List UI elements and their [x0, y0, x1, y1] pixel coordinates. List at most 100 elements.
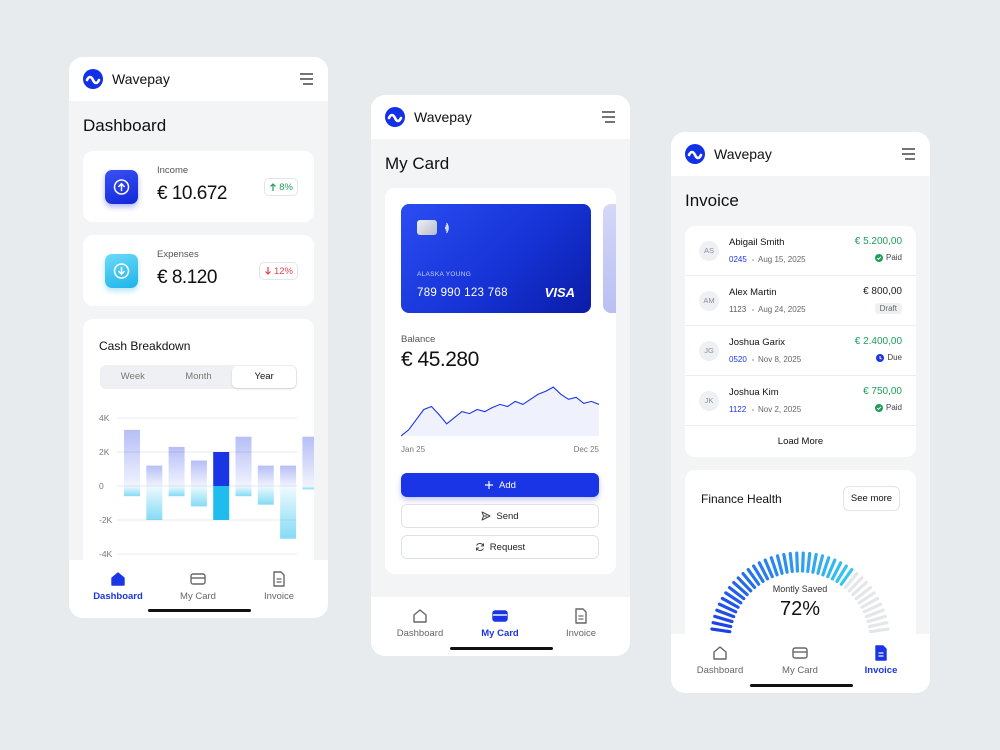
invoice-row[interactable]: AS Abigail Smith 0245 Aug 15, 2025 € 5.200,0…: [685, 226, 916, 276]
home-indicator: [450, 647, 553, 650]
nav-icon[interactable]: [791, 644, 809, 662]
gauge-segment: [752, 564, 765, 583]
nav-label[interactable]: My Card: [180, 591, 216, 602]
gauge-track: [854, 586, 873, 601]
invoice-amount: € 800,00: [863, 286, 902, 297]
nav-label[interactable]: Dashboard: [93, 591, 143, 602]
load-more-button[interactable]: Load More: [777, 436, 824, 447]
bar: [302, 486, 314, 490]
gauge-segment: [736, 576, 753, 593]
arrow: [265, 267, 271, 275]
gauge-segment: [826, 558, 837, 579]
bar: [146, 465, 163, 486]
y-tick-label: 0: [99, 481, 104, 491]
expenses-label: Expenses: [157, 249, 199, 260]
invoice-row[interactable]: AM Alex Martin 1123 Aug 24, 2025 € 800,00 Dra…: [685, 276, 916, 326]
gauge-segment: [835, 564, 848, 583]
button-label: Add: [499, 479, 516, 491]
button-icon: [485, 481, 494, 489]
header: [69, 57, 328, 101]
gauge-segment: [746, 568, 761, 586]
action-button[interactable]: Send: [401, 504, 599, 528]
gauge-segment: [713, 614, 734, 624]
nav-icon[interactable]: [572, 607, 590, 625]
tab[interactable]: Month: [185, 371, 212, 382]
nav-label[interactable]: Dashboard: [396, 628, 444, 639]
expenses-icon: [105, 254, 138, 288]
gauge-segment: [710, 627, 732, 634]
bar: [168, 446, 185, 486]
nav-icon[interactable]: [270, 570, 288, 588]
nav-label[interactable]: Invoice: [565, 628, 597, 639]
nav-label[interactable]: My Card: [782, 665, 818, 676]
nav-icon[interactable]: [411, 607, 429, 625]
income-icon: [105, 170, 138, 204]
y-tick-label: 2K: [99, 447, 110, 457]
arrow-circle: [113, 263, 130, 279]
nav-icon[interactable]: [711, 644, 729, 662]
send: [481, 511, 491, 521]
tab[interactable]: Week: [120, 371, 145, 382]
gauge-segment: [769, 556, 779, 577]
y-tick-label: -4K: [99, 549, 113, 559]
invoice-row[interactable]: JK Joshua Kim 1122 Nov 2, 2025 € 750,00 Paid: [685, 376, 916, 426]
y-tick-label: 4K: [99, 413, 110, 423]
nav-icon[interactable]: [491, 607, 509, 625]
card-holder: ALASKA YOUNG: [417, 271, 472, 278]
logo: [83, 69, 103, 89]
card-icon: [492, 610, 508, 622]
gauge-segment: [816, 554, 825, 575]
nav-icon[interactable]: [189, 570, 207, 588]
gauge-segment: [795, 551, 800, 573]
bottom-nav: [671, 634, 930, 693]
menu-button[interactable]: [601, 111, 615, 123]
invoice-row[interactable]: JG Joshua Garix 0520 Nov 8, 2025 € 2.400,00 D…: [685, 326, 916, 376]
invoice-name: Alex Martin: [729, 287, 777, 298]
gauge-segment: [717, 602, 738, 614]
change-arrow: [270, 183, 277, 191]
see-more-button[interactable]: See more: [843, 486, 900, 511]
action-button[interactable]: Add: [401, 473, 599, 497]
gauge-segment: [839, 568, 854, 586]
gauge-track: [867, 621, 889, 629]
balance-chart: Jan 25 Dec 25: [401, 386, 599, 454]
invoice-status: Due: [876, 353, 902, 362]
invoice-amount: € 750,00: [863, 386, 902, 397]
doc-icon: [575, 608, 587, 624]
nav-label[interactable]: My Card: [481, 628, 519, 639]
gauge-segment: [732, 581, 749, 597]
bottom-nav: [371, 597, 630, 656]
status-glyph: [876, 405, 882, 410]
nav-label[interactable]: Invoice: [263, 591, 295, 602]
button-label: Send: [496, 510, 519, 522]
tab[interactable]: Year: [232, 366, 296, 388]
menu-button[interactable]: [299, 73, 313, 85]
brand: Wavepay: [112, 71, 170, 87]
change-pill: 12%: [258, 262, 298, 280]
invoice-id: 1123: [729, 305, 747, 314]
invoice-status: Paid: [874, 403, 902, 412]
status-label: Paid: [885, 403, 902, 412]
gauge-track: [868, 627, 890, 634]
bar: [190, 460, 207, 486]
nav-icon[interactable]: [109, 570, 127, 588]
status-icon: [876, 353, 885, 362]
plus: [485, 481, 494, 489]
home-icon: [713, 646, 727, 660]
expenses-amount: € 8.120: [157, 267, 217, 288]
invoice-amount: € 5.200,00: [854, 236, 902, 247]
logo-wave: [687, 150, 703, 160]
nav-label[interactable]: Dashboard: [696, 665, 744, 676]
dot-separator: [752, 309, 754, 311]
card-title: Finance Health: [701, 492, 782, 506]
bar: [213, 452, 230, 486]
dot-separator: [752, 259, 754, 261]
nav-label[interactable]: Invoice: [864, 665, 898, 676]
invoice-id: 0245: [729, 255, 747, 264]
nav-icon[interactable]: [872, 644, 890, 662]
income-label: Income: [157, 165, 189, 176]
arrow-icon: [113, 179, 130, 195]
action-button[interactable]: Request: [401, 535, 599, 559]
brand: Wavepay: [414, 109, 472, 125]
menu-button[interactable]: [901, 148, 915, 160]
